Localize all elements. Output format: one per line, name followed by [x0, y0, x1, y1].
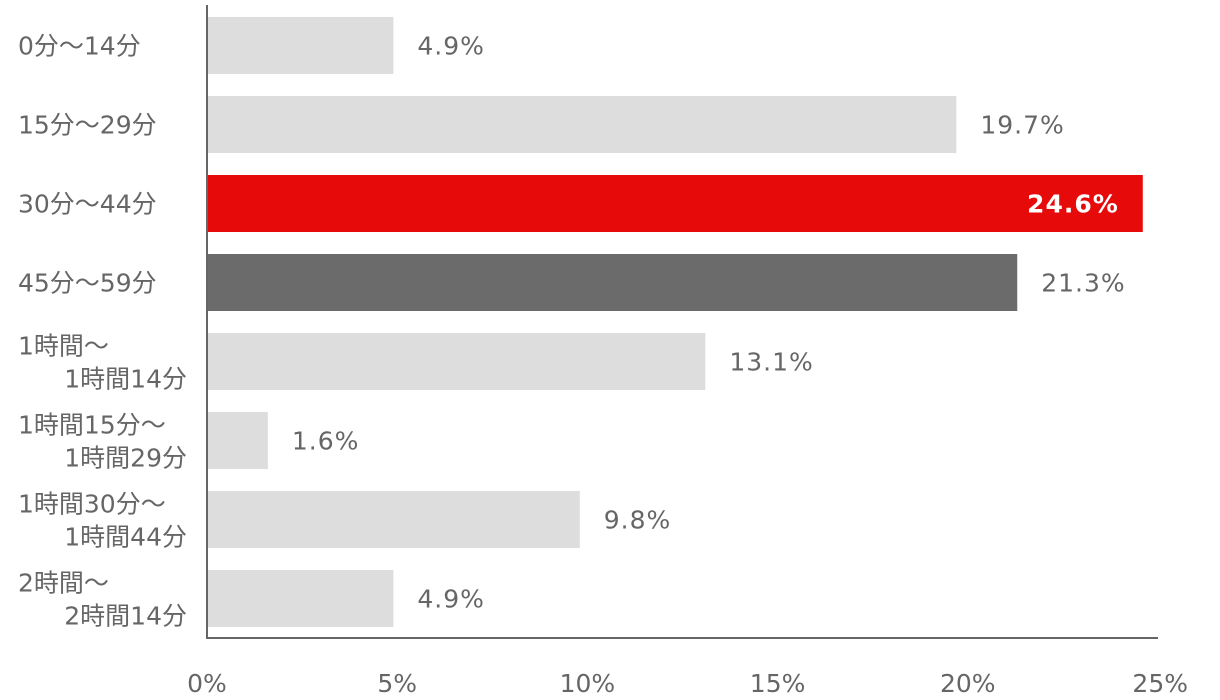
- x-tick-label-0: 0%: [187, 669, 227, 698]
- value-label-8: 4.9%: [417, 585, 485, 614]
- x-tick-label-5: 5%: [377, 669, 417, 698]
- category-label-line: 0分〜14分: [18, 32, 141, 61]
- bar-6: [207, 412, 268, 469]
- value-label-4: 21.3%: [1041, 269, 1125, 298]
- bar-1: [207, 17, 394, 74]
- category-label-2: 15分〜29分: [18, 111, 157, 140]
- bar-8: [207, 570, 394, 627]
- value-label-1: 4.9%: [417, 32, 485, 61]
- category-label-4: 45分〜59分: [18, 269, 157, 298]
- category-label-line: 2時間14分: [64, 602, 187, 631]
- category-label-5: 1時間〜 1時間14分: [18, 332, 187, 394]
- category-label-line: 1時間15分〜: [18, 411, 166, 440]
- category-label-6: 1時間15分〜 1時間29分: [18, 411, 187, 473]
- x-tick-label-25: 25%: [1132, 669, 1188, 698]
- category-label-line: 1時間44分: [64, 523, 187, 552]
- value-label-5: 13.1%: [729, 348, 813, 377]
- category-label-7: 1時間30分〜 1時間44分: [18, 490, 187, 552]
- category-label-line: 45分〜59分: [18, 269, 157, 298]
- category-label-3: 30分〜44分: [18, 190, 157, 219]
- x-tick-label-10: 10%: [560, 669, 616, 698]
- value-label-7: 9.8%: [604, 506, 672, 535]
- category-label-line: 15分〜29分: [18, 111, 157, 140]
- bar-5: [207, 333, 706, 390]
- category-label-line: 1時間30分〜: [18, 490, 166, 519]
- category-label-line: 2時間〜: [18, 569, 109, 598]
- category-labels: 0分〜14分15分〜29分30分〜44分45分〜59分1時間〜1時間14分1時間…: [18, 32, 187, 631]
- x-tick-label-20: 20%: [940, 669, 996, 698]
- bars-layer: [207, 17, 1143, 627]
- category-label-line: 1時間29分: [64, 444, 187, 473]
- bar-7: [207, 491, 580, 548]
- value-labels: 4.9% 19.7% 24.6% 21.3% 13.1% 1.6% 9.8% 4.9%: [292, 32, 1125, 614]
- value-label-6: 1.6%: [292, 427, 360, 456]
- category-label-1: 0分〜14分: [18, 32, 141, 61]
- bar-2: [207, 96, 957, 153]
- bar-4: [207, 254, 1018, 311]
- bar-3: [207, 175, 1143, 232]
- category-label-line: 1時間14分: [64, 365, 187, 394]
- value-label-2: 19.7%: [980, 111, 1064, 140]
- value-label-3: 24.6%: [1027, 190, 1119, 219]
- category-label-8: 2時間〜 2時間14分: [18, 569, 187, 631]
- axes: 0% 5% 10% 15% 20% 25%: [187, 5, 1188, 698]
- x-tick-label-15: 15%: [750, 669, 806, 698]
- category-label-line: 1時間〜: [18, 332, 109, 361]
- category-label-line: 30分〜44分: [18, 190, 157, 219]
